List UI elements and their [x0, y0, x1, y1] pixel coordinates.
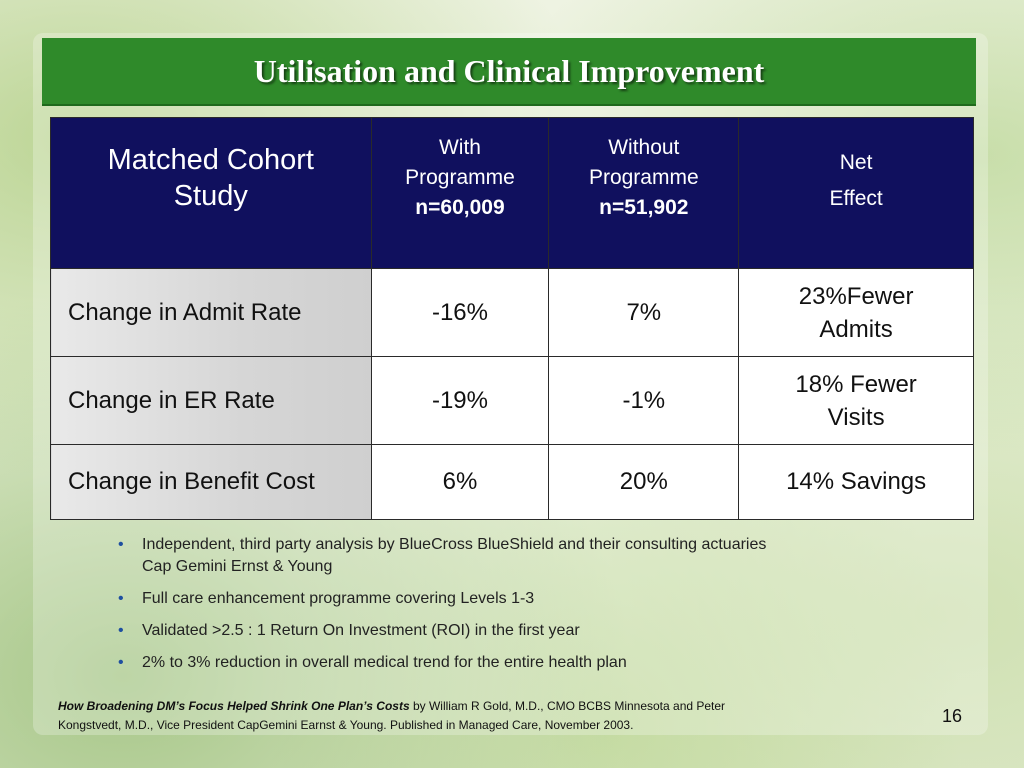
cell-without: 20% — [548, 444, 740, 520]
cell-net: 23%Fewer Admits — [738, 268, 974, 357]
header-without-n: n=51,902 — [599, 196, 689, 219]
list-item: • 2% to 3% reduction in overall medical … — [118, 652, 948, 674]
bullet-text-line1: Independent, third party analysis by Blu… — [142, 536, 767, 553]
table-row: Change in Benefit Cost 6% 20% 14% Saving… — [50, 444, 974, 520]
bullet-icon: • — [118, 590, 124, 607]
header-without-line1: Without — [608, 136, 680, 159]
list-item: • Independent, third party analysis by B… — [118, 534, 948, 578]
cell-with: 6% — [370, 444, 550, 520]
cohort-table: Matched Cohort Study With Programme n=60… — [50, 117, 974, 520]
list-item: • Validated >2.5 : 1 Return On Investmen… — [118, 620, 948, 642]
row-label: Change in ER Rate — [50, 356, 372, 445]
header-without-line2: Programme — [588, 166, 699, 189]
cell-without: 7% — [548, 268, 740, 357]
bullet-list: • Independent, third party analysis by B… — [118, 534, 948, 684]
cell-net: 18% Fewer Visits — [738, 356, 974, 445]
citation-title: How Broadening DM’s Focus Helped Shrink … — [58, 699, 410, 713]
bullet-text: Validated >2.5 : 1 Return On Investment … — [142, 622, 580, 639]
bullet-text: 2% to 3% reduction in overall medical tr… — [142, 654, 627, 671]
header-with-programme: With Programme n=60,009 — [370, 117, 550, 269]
cell-net-line1: 18% Fewer — [795, 370, 917, 398]
header-with-line2: Programme — [405, 166, 515, 189]
cell-without: -1% — [548, 356, 740, 445]
page-number: 16 — [942, 706, 963, 726]
cell-net-line2: Admits — [819, 315, 893, 343]
header-with-n: n=60,009 — [415, 196, 505, 219]
row-label: Change in Benefit Cost — [50, 444, 372, 520]
bullet-text-line2: Cap Gemini Ernst & Young — [142, 558, 333, 575]
table-row: Change in Admit Rate -16% 7% 23%Fewer Ad… — [50, 268, 974, 357]
bullet-icon: • — [118, 536, 124, 553]
cell-net-line1: 23%Fewer — [798, 282, 914, 310]
bullet-text: Full care enhancement programme covering… — [142, 590, 535, 607]
cell-with: -16% — [370, 268, 550, 357]
table-header-row: Matched Cohort Study With Programme n=60… — [50, 117, 974, 269]
table-row: Change in ER Rate -19% -1% 18% Fewer Vis… — [50, 356, 974, 445]
citation-rest-line2: Kongstvedt, M.D., Vice President CapGemi… — [58, 718, 634, 732]
source-citation: How Broadening DM’s Focus Helped Shrink … — [58, 697, 878, 735]
header-net-effect: Net Effect — [738, 117, 974, 269]
row-label: Change in Admit Rate — [50, 268, 372, 357]
header-net-line2: Effect — [829, 187, 883, 210]
header-without-programme: Without Programme n=51,902 — [548, 117, 740, 269]
cell-net-line2: Visits — [827, 403, 885, 431]
header-net-line1: Net — [839, 151, 873, 174]
slide-title: Utilisation and Clinical Improvement — [253, 52, 765, 89]
cell-with: -19% — [370, 356, 550, 445]
bullet-icon: • — [118, 654, 124, 671]
list-item: • Full care enhancement programme coveri… — [118, 588, 948, 610]
header-main: Matched Cohort Study — [50, 117, 372, 269]
header-with-line1: With — [438, 136, 481, 159]
bullet-icon: • — [118, 622, 124, 639]
title-bar: Utilisation and Clinical Improvement — [42, 38, 976, 106]
citation-rest-line1: by William R Gold, M.D., CMO BCBS Minnes… — [409, 699, 726, 713]
header-main-line1: Matched Cohort — [107, 143, 314, 176]
cell-net: 14% Savings — [738, 444, 974, 520]
header-main-line2: Study — [173, 180, 248, 212]
